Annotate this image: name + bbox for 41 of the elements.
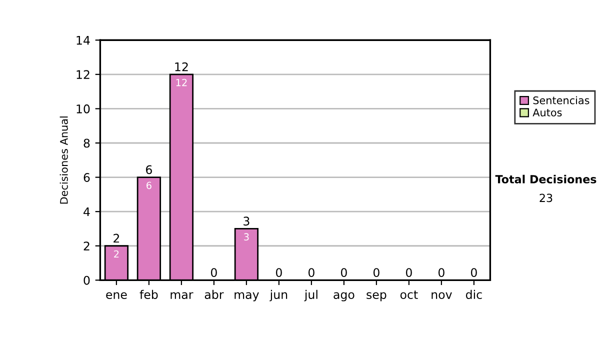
total-label: 0 bbox=[373, 268, 380, 278]
y-tick-label: 2 bbox=[84, 242, 90, 250]
x-tick-label: nov bbox=[432, 292, 452, 300]
total-label: 0 bbox=[210, 268, 217, 278]
x-tick-label: mar bbox=[170, 292, 194, 300]
y-tick-label: 10 bbox=[76, 104, 90, 114]
x-tick-label: jun bbox=[270, 290, 288, 302]
data-label: 2 bbox=[114, 250, 119, 258]
total-label: 2 bbox=[114, 234, 120, 243]
x-tick-label: ene bbox=[106, 292, 127, 300]
data-label: 3 bbox=[244, 233, 249, 241]
text: 23 bbox=[540, 194, 552, 202]
total-label: 0 bbox=[276, 268, 282, 278]
total-label: 0 bbox=[340, 268, 347, 278]
x-tick-label: jul bbox=[304, 290, 318, 302]
x-tick-label: dic bbox=[466, 290, 482, 300]
legend-label: Autos bbox=[532, 108, 562, 116]
x-tick-label: oct bbox=[400, 290, 418, 300]
total-label: 0 bbox=[308, 268, 314, 278]
x-tick-label: may bbox=[234, 292, 259, 302]
x-tick-label: ago bbox=[334, 292, 354, 302]
data-label: 6 bbox=[146, 182, 152, 190]
total-label: 3 bbox=[244, 216, 250, 226]
y-tick-label: 4 bbox=[84, 207, 90, 216]
y-tick-label: 12 bbox=[76, 70, 90, 79]
total-label: 0 bbox=[406, 268, 412, 278]
total-label: 0 bbox=[470, 268, 477, 278]
data-label: 12 bbox=[176, 78, 187, 86]
legend-label: Sentencias bbox=[533, 96, 590, 104]
y-tick-label: 0 bbox=[84, 276, 90, 285]
y-tick-label: 14 bbox=[76, 36, 90, 45]
x-tick-label: abr bbox=[204, 290, 224, 300]
text: Total Decisiones bbox=[495, 174, 596, 184]
total-label: 12 bbox=[175, 62, 188, 72]
total-label: 6 bbox=[146, 165, 152, 174]
y-axis-title: Decisiones Anual bbox=[60, 116, 68, 204]
y-tick-label: 8 bbox=[84, 138, 90, 148]
total-label: 0 bbox=[438, 268, 444, 278]
y-tick-label: 6 bbox=[84, 173, 90, 182]
x-tick-label: feb bbox=[140, 290, 158, 300]
x-tick-label: sep bbox=[366, 292, 386, 302]
